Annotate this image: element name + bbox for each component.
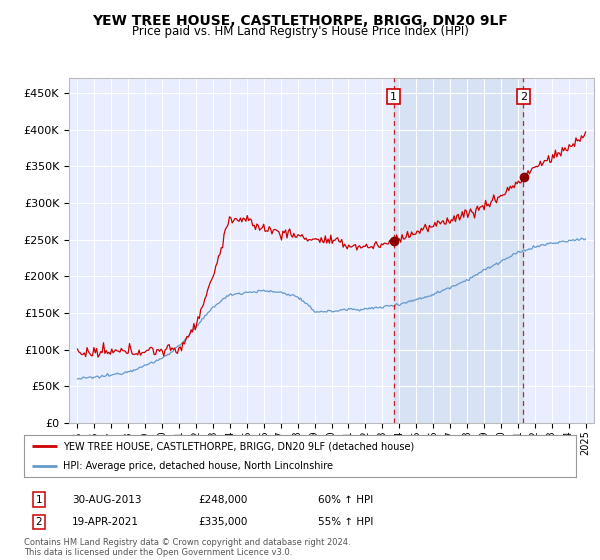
Text: £248,000: £248,000 xyxy=(198,494,247,505)
Text: 2: 2 xyxy=(520,92,527,102)
Text: 55% ↑ HPI: 55% ↑ HPI xyxy=(318,517,373,527)
Text: YEW TREE HOUSE, CASTLETHORPE, BRIGG, DN20 9LF (detached house): YEW TREE HOUSE, CASTLETHORPE, BRIGG, DN2… xyxy=(62,441,414,451)
Bar xyxy=(394,78,523,423)
Text: 19-APR-2021: 19-APR-2021 xyxy=(72,517,139,527)
Text: 1: 1 xyxy=(390,92,397,102)
Text: £335,000: £335,000 xyxy=(198,517,247,527)
Text: YEW TREE HOUSE, CASTLETHORPE, BRIGG, DN20 9LF: YEW TREE HOUSE, CASTLETHORPE, BRIGG, DN2… xyxy=(92,14,508,28)
Text: 2: 2 xyxy=(35,517,43,527)
Text: 30-AUG-2013: 30-AUG-2013 xyxy=(72,494,142,505)
Text: HPI: Average price, detached house, North Lincolnshire: HPI: Average price, detached house, Nort… xyxy=(62,461,332,471)
Text: Contains HM Land Registry data © Crown copyright and database right 2024.
This d: Contains HM Land Registry data © Crown c… xyxy=(24,538,350,557)
Text: Price paid vs. HM Land Registry's House Price Index (HPI): Price paid vs. HM Land Registry's House … xyxy=(131,25,469,39)
Text: 60% ↑ HPI: 60% ↑ HPI xyxy=(318,494,373,505)
Text: 1: 1 xyxy=(35,494,43,505)
